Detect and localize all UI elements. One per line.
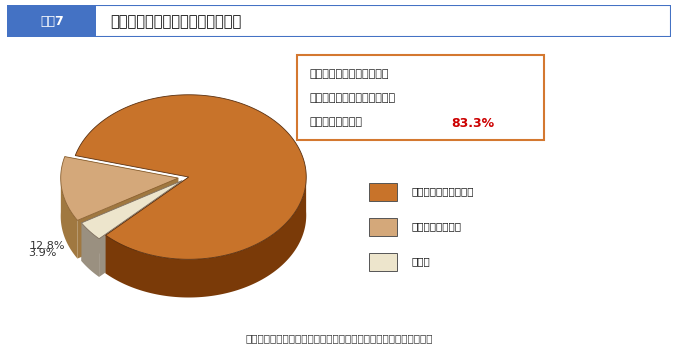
Polygon shape xyxy=(81,223,99,277)
Text: 出典：「神戸市内における検死統計」（兵庫県監察医，平成７年）: 出典：「神戸市内における検死統計」（兵庫県監察医，平成７年） xyxy=(245,333,433,343)
Polygon shape xyxy=(61,174,77,258)
Polygon shape xyxy=(106,173,306,297)
Polygon shape xyxy=(77,178,178,258)
Text: 外傈性ショック等: 外傈性ショック等 xyxy=(310,117,363,127)
Polygon shape xyxy=(65,156,178,216)
Bar xyxy=(369,253,397,271)
Text: 図表7: 図表7 xyxy=(40,15,64,28)
Polygon shape xyxy=(99,181,182,277)
Text: 焼死等によるもの: 焼死等によるもの xyxy=(412,221,462,231)
Polygon shape xyxy=(75,95,306,259)
Text: 83.3%: 83.3% xyxy=(452,117,494,130)
Bar xyxy=(369,183,397,201)
Polygon shape xyxy=(81,181,182,261)
Text: 3.9%: 3.9% xyxy=(28,248,56,258)
Text: 12.8%: 12.8% xyxy=(30,241,65,251)
Text: その他: その他 xyxy=(412,256,431,266)
Text: 建物倒壊等によるもの: 建物倒壊等によるもの xyxy=(412,186,474,196)
Bar xyxy=(369,218,397,236)
Text: 内臓損傷，頸部損傷，窒息，: 内臓損傷，頸部損傷，窒息， xyxy=(310,93,396,103)
Polygon shape xyxy=(81,181,182,239)
Text: 阪神・淡路大震災による死亡要因: 阪神・淡路大震災による死亡要因 xyxy=(110,14,241,29)
Polygon shape xyxy=(61,156,178,221)
Polygon shape xyxy=(106,177,188,273)
Text: 建物倒壊による胸部損傷，: 建物倒壊による胸部損傷， xyxy=(310,69,389,79)
Bar xyxy=(7,5,96,37)
